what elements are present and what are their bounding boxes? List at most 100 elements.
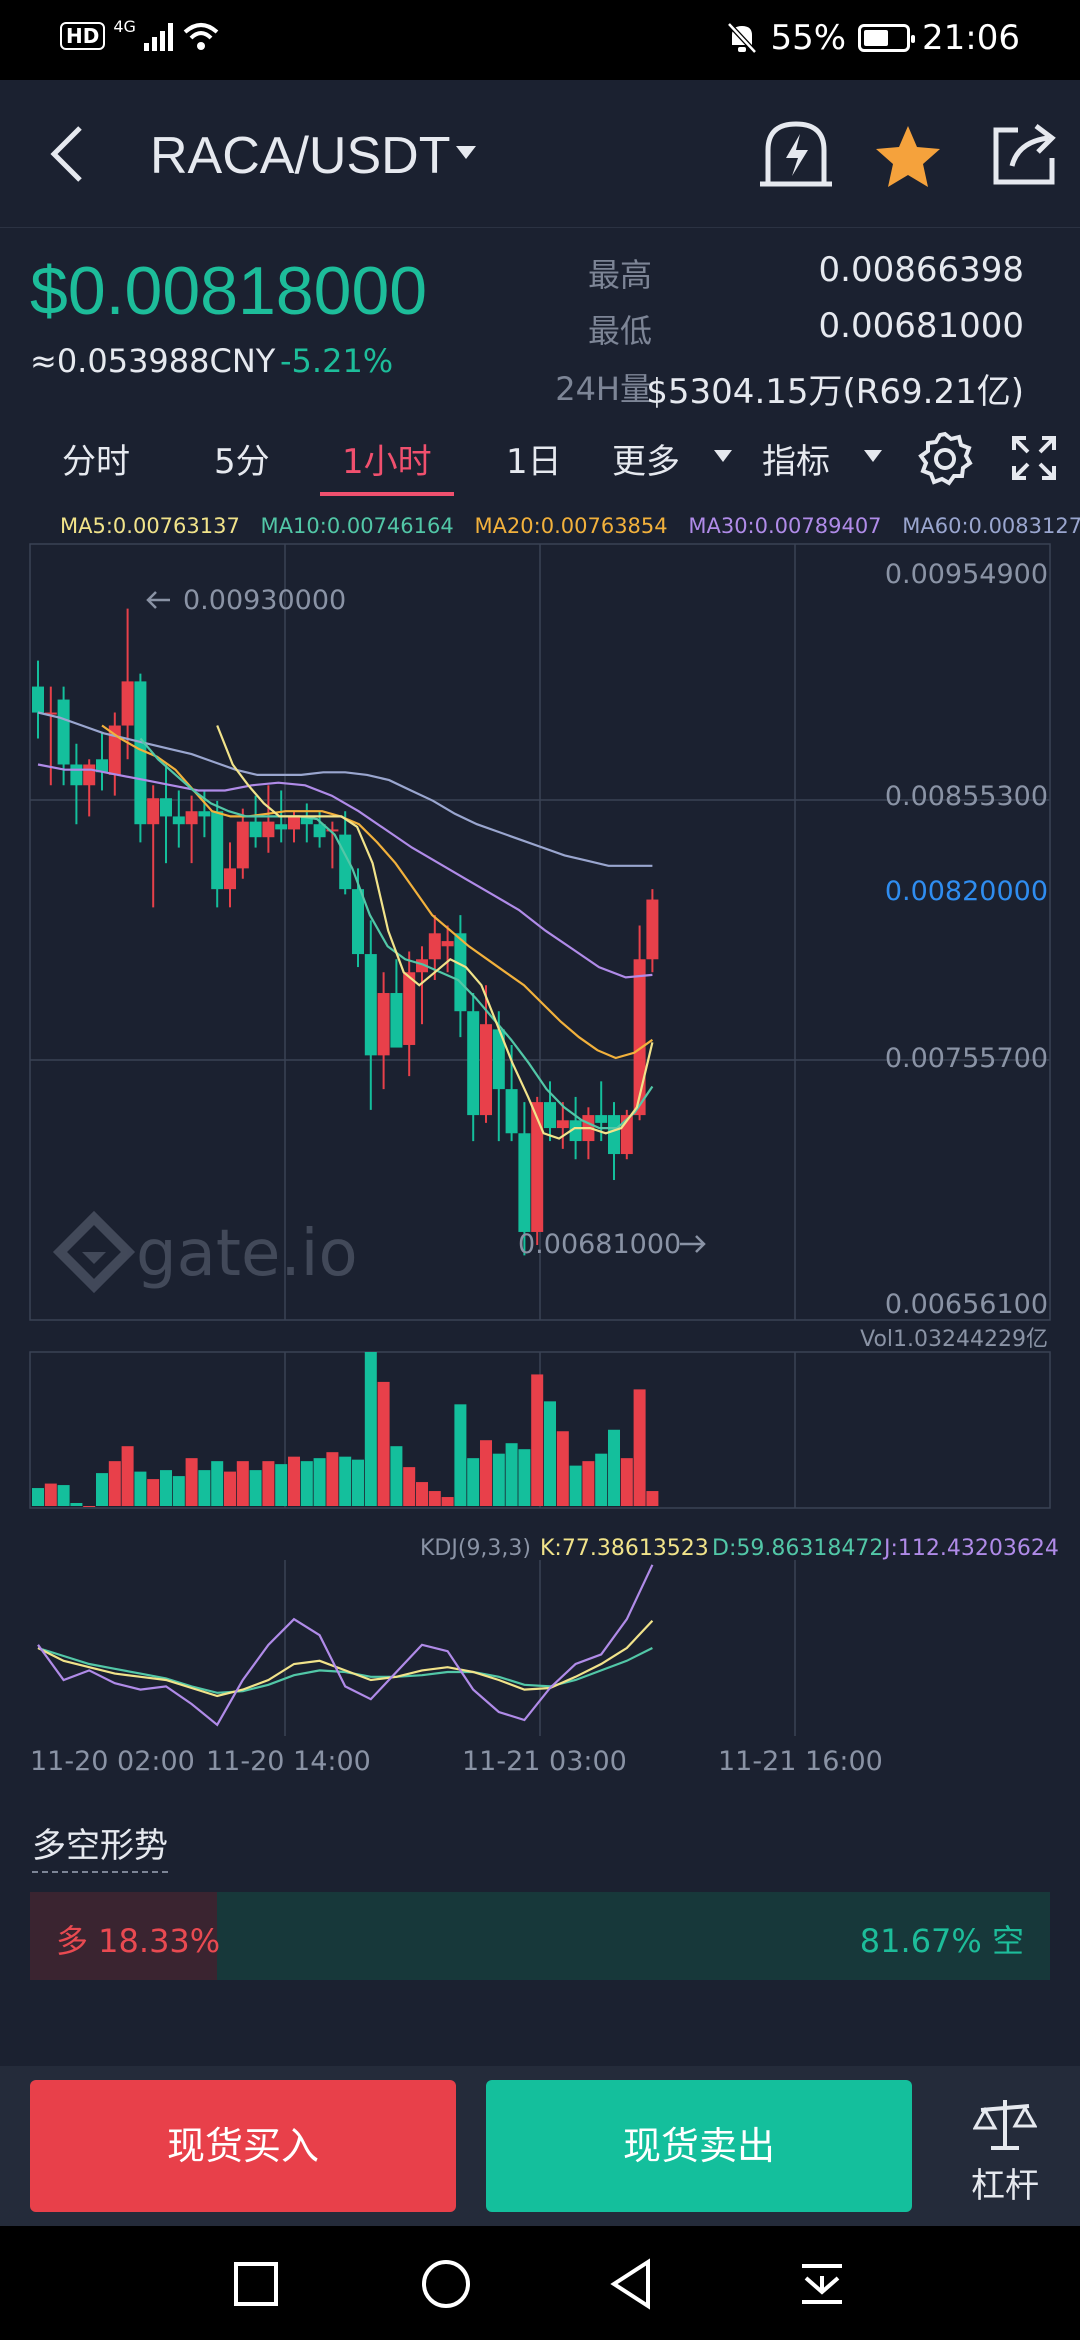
pair-caret-icon[interactable] — [456, 146, 476, 159]
volume-bar — [96, 1473, 108, 1506]
kdj-legend: KDJ(9,3,3) K:77.38613523 D:59.86318472 J… — [420, 1536, 1059, 1561]
long-ratio: 多 18.33% — [56, 1922, 221, 1960]
indicator-caret-icon[interactable] — [864, 450, 882, 462]
ma5-line — [216, 725, 654, 1140]
ma5-value: MA5:0.00763137 — [60, 514, 240, 538]
volume-bar — [416, 1482, 428, 1506]
volume-bar — [454, 1404, 467, 1506]
spot-buy-button[interactable]: 现货买入 — [30, 2080, 456, 2212]
high-arrow-icon — [146, 591, 170, 609]
volume-bar — [390, 1446, 403, 1506]
candle-body — [326, 829, 339, 832]
ma30-value: MA30:0.00789407 — [688, 514, 882, 538]
recent-apps-icon[interactable] — [228, 2256, 284, 2312]
candle-body — [518, 1133, 531, 1232]
high-label: 最高 — [587, 256, 652, 294]
volume-bar — [505, 1443, 518, 1506]
pair-title[interactable]: RACA/USDT — [150, 127, 451, 185]
high-value: 0.00866398 — [818, 250, 1025, 290]
candle-body — [96, 759, 108, 773]
candle-body — [377, 993, 390, 1056]
candle-body — [224, 868, 236, 890]
ticker-summary: $0.00818000 ≈0.053988CNY -5.21% 最高 0.008… — [0, 232, 1080, 412]
tab-1d[interactable]: 1日 — [506, 442, 562, 482]
change-percent: -5.21% — [280, 342, 394, 380]
kdj-k: K:77.38613523 — [540, 1536, 709, 1561]
volume-bar — [646, 1491, 659, 1506]
candle-body — [236, 821, 249, 869]
volume-bar — [172, 1476, 185, 1506]
trade-actions: 现货买入 现货卖出 杠杆 — [0, 2066, 1080, 2226]
candle-body — [70, 764, 83, 786]
short-ratio: 81.67% 空 — [859, 1922, 1024, 1960]
spot-sell-button[interactable]: 现货卖出 — [486, 2080, 912, 2212]
candles-layer — [32, 608, 659, 1256]
volume-bar — [300, 1461, 313, 1506]
tab-indicator[interactable]: 指标 — [762, 442, 830, 482]
tab-5m[interactable]: 5分 — [214, 442, 270, 482]
volume-bar — [441, 1497, 454, 1506]
axis-price-mid: 0.00855300 — [885, 781, 1048, 812]
more-caret-icon[interactable] — [714, 450, 732, 462]
back-icon[interactable] — [44, 122, 92, 186]
time-label-2: 11-20 14:00 — [206, 1746, 371, 1777]
volume-bar — [569, 1465, 582, 1506]
volume-bar — [595, 1453, 608, 1506]
axis-price-bottom: 0.00656100 — [885, 1289, 1048, 1320]
time-label-3: 11-21 03:00 — [462, 1746, 627, 1777]
kdj-d: D:59.86318472 — [712, 1536, 883, 1561]
candle-body — [32, 686, 44, 713]
volume-bar — [288, 1456, 300, 1506]
volume-bar — [480, 1440, 492, 1506]
tab-fenshi[interactable]: 分时 — [62, 442, 130, 482]
signal-icon — [143, 21, 173, 51]
tab-more[interactable]: 更多 — [612, 442, 680, 482]
candle-body — [608, 1115, 620, 1155]
candle-body — [134, 681, 147, 825]
low-arrow-icon — [680, 1235, 706, 1253]
fullscreen-icon[interactable] — [1010, 434, 1058, 482]
price-alert-icon[interactable] — [756, 116, 836, 196]
nav-back-icon[interactable] — [604, 2256, 660, 2312]
leverage-label: 杠杆 — [971, 2166, 1039, 2206]
axis-price-top: 0.00954900 — [885, 559, 1048, 590]
ma20-line — [101, 724, 654, 1060]
favorite-star-icon[interactable] — [868, 116, 948, 196]
volume-bar — [70, 1503, 83, 1506]
cny-price: ≈0.053988CNY — [30, 342, 276, 380]
home-icon[interactable] — [418, 2256, 474, 2312]
volume-bar — [262, 1461, 275, 1506]
candle-body — [249, 821, 262, 838]
candle-body — [352, 889, 364, 955]
kdj-j: J:112.43203624 — [882, 1536, 1059, 1561]
settings-gear-icon[interactable] — [916, 430, 974, 488]
candle-body — [364, 954, 377, 1056]
candle-body — [83, 764, 96, 786]
volume-bar — [339, 1456, 352, 1506]
long-portion — [30, 1892, 217, 1980]
candle-body — [57, 699, 70, 765]
share-icon[interactable] — [984, 116, 1064, 196]
volume-bar — [57, 1485, 70, 1506]
volume-total: Vol1.03244229亿 — [860, 1327, 1048, 1352]
scale-icon — [972, 2100, 1038, 2150]
volume-value: $5304.15万(R69.21亿) — [646, 372, 1024, 412]
candle-body — [44, 712, 57, 715]
kdj-params: KDJ(9,3,3) — [420, 1536, 531, 1561]
notification-shade-icon[interactable] — [794, 2256, 850, 2312]
volume-bar — [582, 1461, 595, 1506]
candle-body — [544, 1102, 556, 1129]
kline-chart[interactable]: gate.io 0.00930000 0.00681000 0.00954900… — [0, 540, 1080, 1740]
volume-bar — [326, 1452, 339, 1506]
candle-body — [556, 1120, 569, 1129]
candle-body — [441, 941, 454, 947]
tab-1h[interactable]: 1小时 — [342, 442, 432, 482]
volume-bar — [518, 1449, 531, 1506]
hd-badge: HD — [60, 22, 106, 50]
candle-body — [633, 959, 646, 1116]
volume-bar — [147, 1479, 160, 1506]
candle-body — [160, 798, 172, 817]
volume-bar — [544, 1401, 556, 1506]
leverage-button[interactable]: 杠杆 — [950, 2096, 1060, 2207]
high-marker: 0.00930000 — [183, 585, 346, 616]
